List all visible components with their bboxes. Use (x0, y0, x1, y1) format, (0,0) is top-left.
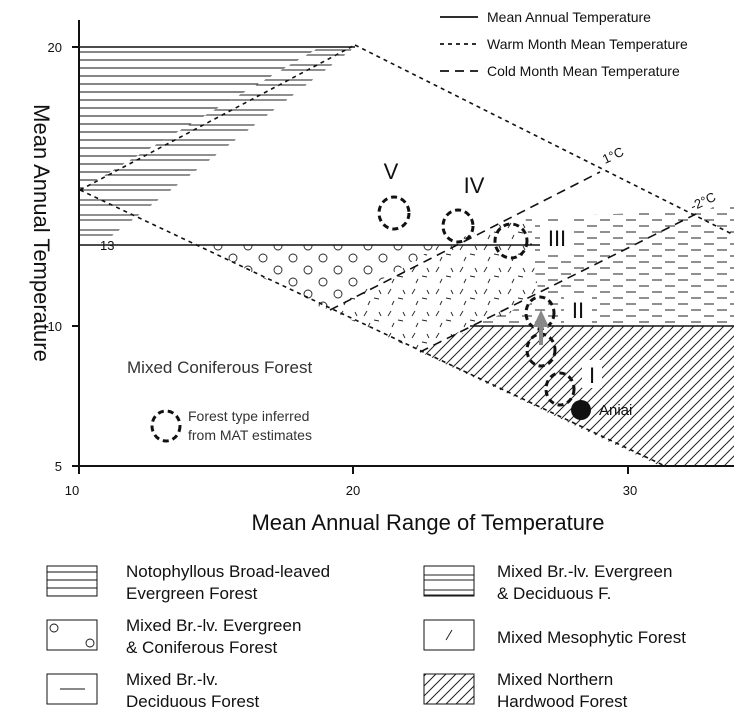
legend-swatch-evergreen-deciduous (423, 565, 475, 597)
tick-labels: 20 10 5 13 10 20 30 (48, 40, 638, 498)
x-axis-title: Mean Annual Range of Temperature (251, 510, 604, 535)
legend-broad-leaved-line1: Notophyllous Broad-leaved (126, 562, 330, 581)
region-mixed-evergreen-deciduous (80, 47, 355, 245)
legend-broad-leaved-line2: Evergreen Forest (126, 584, 258, 603)
inferred-circles (377, 195, 576, 407)
legend-mat: Mean Annual Temperature (487, 9, 651, 25)
inferred-note-icon (150, 409, 182, 443)
cold-month-line-minus2c (419, 211, 701, 353)
aniai-label: Aniai (599, 402, 632, 419)
warm-month-line-lower (79, 189, 666, 466)
zone-label-ii: II (572, 298, 584, 323)
cold-month-line-1c (329, 171, 601, 311)
zone-label-i: I (589, 363, 595, 388)
legend-swatch-broad-leaved (46, 565, 98, 597)
mixed-coniferous-label: Mixed Coniferous Forest (127, 358, 312, 377)
inferred-circle-v (377, 195, 411, 231)
aniai-point (571, 400, 591, 420)
zone-labels: V IV III II I (376, 156, 602, 388)
label-1c: 1°C (600, 144, 626, 167)
y-tick-label-10: 10 (48, 319, 62, 334)
legend-evergreen-coniferous-line1: Mixed Br.-lv. Evergreen (126, 616, 301, 635)
legend-swatch-northern-hardwood (423, 673, 475, 705)
boundary-lines (79, 44, 734, 466)
legend-deciduous-line1: Mixed Br.-lv. (126, 670, 218, 689)
legend-cold-month: Cold Month Mean Temperature (487, 63, 680, 79)
legend-northern-hardwood-line2: Hardwood Forest (497, 692, 628, 710)
line-style-legend: Mean Annual Temperature Warm Month Mean … (440, 9, 688, 79)
zone-label-v: V (384, 159, 399, 184)
zone-label-iv: IV (464, 173, 485, 198)
warm-month-line-upper (79, 44, 356, 191)
y-tick-label-13: 13 (100, 238, 114, 253)
inferred-note-line2: from MAT estimates (188, 427, 312, 443)
inferred-circle-iii (493, 222, 529, 260)
zone-label-iii: III (548, 226, 566, 251)
legend-mesophytic: Mixed Mesophytic Forest (497, 628, 686, 647)
region-mixed-deciduous (470, 200, 734, 326)
legend-swatch-evergreen-coniferous (46, 619, 98, 651)
x-tick-label-20: 20 (346, 483, 360, 498)
legend-evergreen-deciduous-line1: Mixed Br.-lv. Evergreen (497, 562, 672, 581)
legend-warm-month: Warm Month Mean Temperature (487, 36, 688, 52)
inferred-note-line1: Forest type inferred (188, 408, 309, 424)
axes (72, 20, 734, 474)
legend-evergreen-deciduous-line2: & Deciduous F. (497, 584, 611, 603)
warm-month-line-right (354, 44, 734, 236)
forest-regions (80, 47, 734, 466)
region-mixed-evergreen-coniferous (200, 245, 440, 310)
region-mixed-northern-hardwood (420, 326, 734, 466)
inferred-circle-iv (441, 208, 475, 244)
shift-arrow (533, 310, 549, 345)
y-axis-title: Mean Annual Temperature (29, 104, 54, 362)
legend-northern-hardwood-line1: Mixed Northern (497, 670, 613, 689)
y-tick-label-20: 20 (48, 40, 62, 55)
y-tick-label-5: 5 (55, 459, 62, 474)
x-tick-label-30: 30 (623, 483, 637, 498)
legend-evergreen-coniferous-line2: & Coniferous Forest (126, 638, 277, 657)
forest-type-legend: Notophyllous Broad-leaved Evergreen Fore… (46, 562, 686, 710)
legend-deciduous-line2: Deciduous Forest (126, 692, 260, 710)
x-tick-label-10: 10 (65, 483, 79, 498)
inferred-circle-i (544, 371, 576, 407)
